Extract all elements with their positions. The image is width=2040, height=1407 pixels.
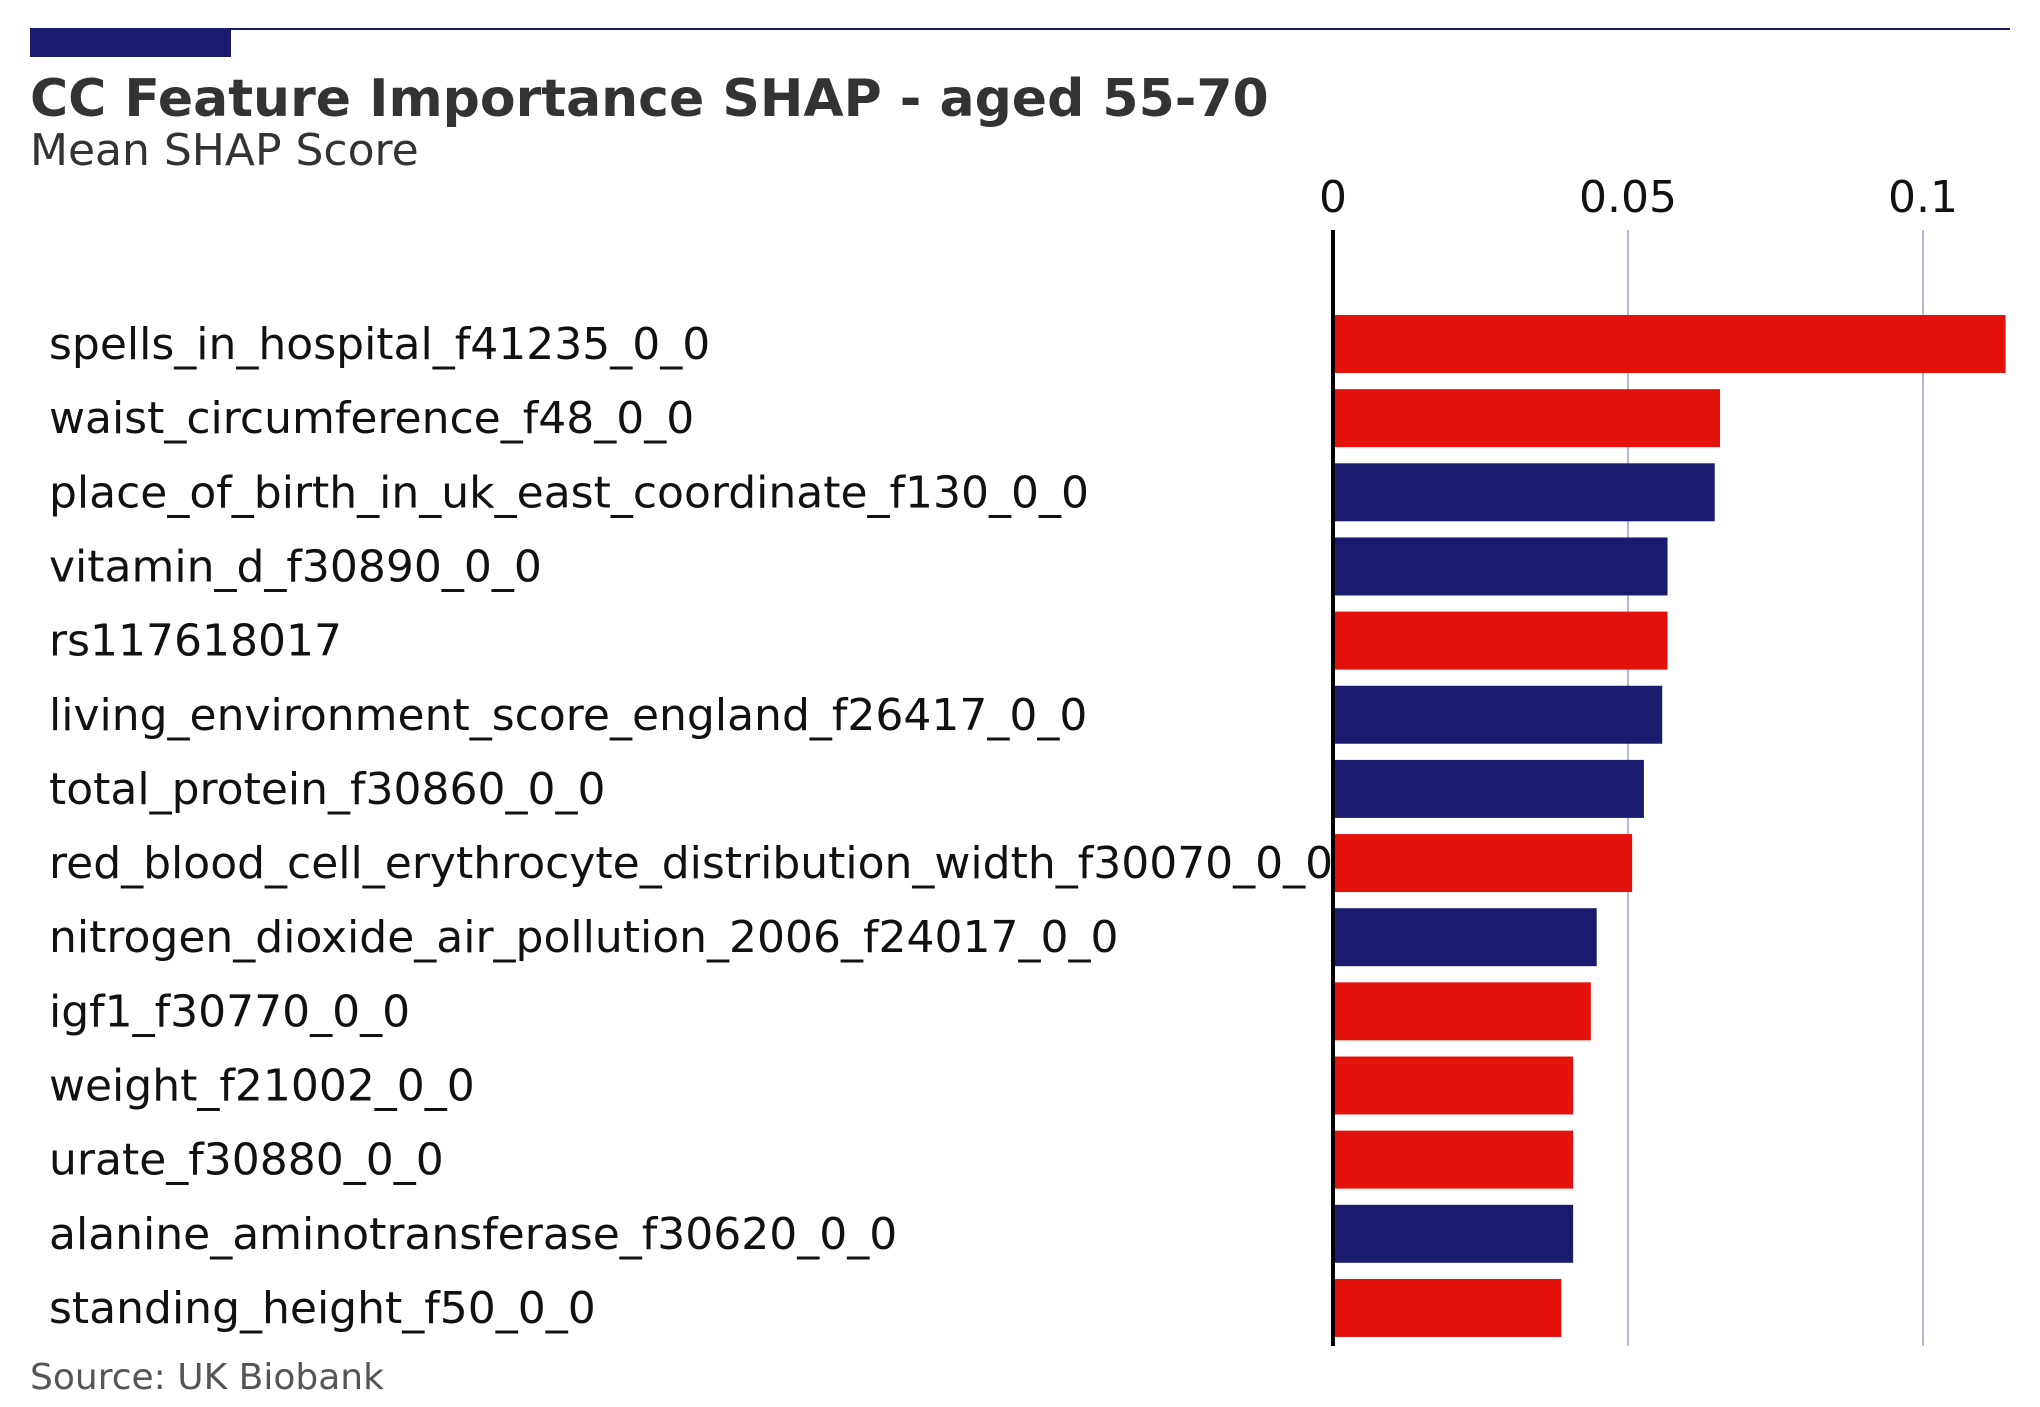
bar xyxy=(1333,1278,1562,1337)
x-tick-label: 0 xyxy=(1319,172,1347,223)
top-accent-bar xyxy=(30,29,231,57)
x-tick-label: 0.1 xyxy=(1888,172,1958,223)
bar xyxy=(1333,908,1597,967)
bar xyxy=(1333,1204,1574,1263)
bar xyxy=(1333,1130,1574,1189)
category-label: urate_f30880_0_0 xyxy=(49,1135,444,1186)
bar xyxy=(1333,315,2006,373)
chart-title: CC Feature Importance SHAP - aged 55-70 xyxy=(30,69,1269,129)
bar xyxy=(1333,611,1668,670)
bar xyxy=(1333,834,1633,893)
x-tick-label: 0.05 xyxy=(1579,172,1677,223)
bar xyxy=(1333,537,1668,596)
category-label: igf1_f30770_0_0 xyxy=(49,986,410,1037)
category-labels: spells_in_hospital_f41235_0_0 waist_circu… xyxy=(49,319,1333,1334)
category-label: vitamin_d_f30890_0_0 xyxy=(49,541,542,592)
category-label: place_of_birth_in_uk_east_coordinate_f13… xyxy=(49,467,1089,518)
category-label: total_protein_f30860_0_0 xyxy=(49,764,605,815)
category-label: spells_in_hospital_f41235_0_0 xyxy=(49,319,710,370)
chart-subtitle: Mean SHAP Score xyxy=(30,125,419,176)
bar xyxy=(1333,685,1663,744)
category-label: living_environment_score_england_f26417_… xyxy=(49,690,1087,741)
category-label: waist_circumference_f48_0_0 xyxy=(49,393,694,444)
category-label: nitrogen_dioxide_air_pollution_2006_f240… xyxy=(49,912,1118,963)
category-label: red_blood_cell_erythrocyte_distribution_… xyxy=(49,838,1333,889)
bar xyxy=(1333,463,1715,522)
category-label: alanine_aminotransferase_f30620_0_0 xyxy=(49,1209,897,1260)
category-label: weight_f21002_0_0 xyxy=(49,1061,475,1112)
bar xyxy=(1333,1056,1574,1115)
bars xyxy=(1333,315,2006,1337)
bar xyxy=(1333,389,1721,448)
bar xyxy=(1333,982,1591,1041)
x-axis-tick-labels: 0 0.05 0.1 xyxy=(1319,172,1958,223)
category-label: standing_height_f50_0_0 xyxy=(49,1283,596,1334)
bar xyxy=(1333,759,1644,818)
category-label: rs117618017 xyxy=(49,616,342,667)
source-note: Source: UK Biobank xyxy=(30,1357,384,1398)
